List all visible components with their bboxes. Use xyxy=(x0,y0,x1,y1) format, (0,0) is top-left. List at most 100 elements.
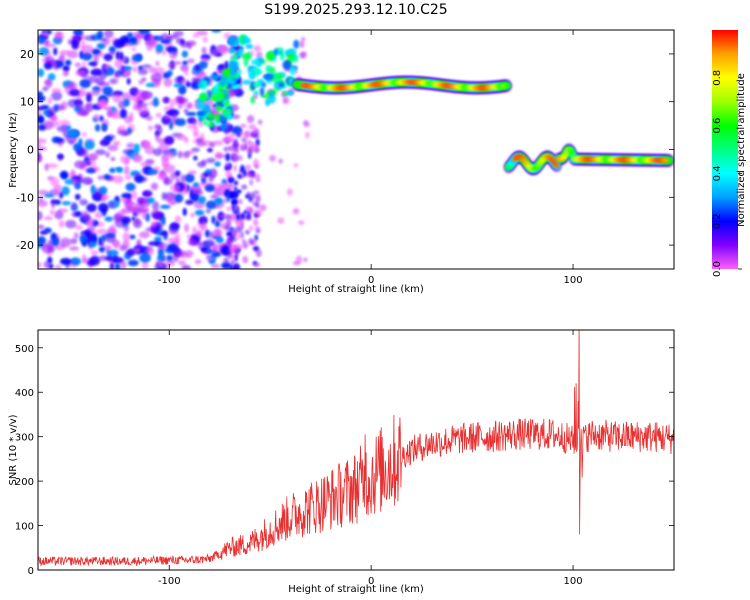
spectrogram-cell xyxy=(214,95,223,102)
spectrogram-cell xyxy=(226,206,232,212)
spectrogram-cell xyxy=(205,254,215,261)
spectrogram-cell xyxy=(51,88,62,94)
spectrogram-cell xyxy=(126,142,135,149)
spectrogram-cell xyxy=(219,116,228,124)
snr-series-line xyxy=(38,330,674,567)
spectrogram-cell xyxy=(103,245,113,250)
spectrogram-cell xyxy=(43,261,50,269)
spectrogram-cell xyxy=(44,193,54,198)
spectrogram-cell xyxy=(48,263,54,269)
spectrogram-cell xyxy=(182,103,193,108)
spectrogram-cell xyxy=(134,174,145,184)
spectrogram-cell xyxy=(223,32,231,39)
spectrogram-cell xyxy=(140,161,151,167)
spectrogram-cell xyxy=(229,132,238,138)
spectrogram-cell xyxy=(144,145,156,155)
spectrogram-cell xyxy=(224,224,232,231)
spectrogram-cell xyxy=(70,257,82,266)
spectrogram-cell xyxy=(110,156,116,162)
spectrogram-cell xyxy=(196,140,207,147)
spectrogram-cell xyxy=(145,227,157,233)
spectrogram-x-label: Height of straight line (km) xyxy=(288,284,424,295)
spectrogram-cell xyxy=(122,239,130,250)
spectrogram-cell xyxy=(119,108,128,119)
spectrogram-cell xyxy=(132,66,138,73)
spectrogram-cell xyxy=(60,237,72,248)
spectrogram-cell xyxy=(163,177,173,185)
spectrogram-cell xyxy=(243,210,247,215)
spectrogram-cell xyxy=(67,39,73,45)
spectrogram-cell xyxy=(209,106,217,115)
spectrogram-cell xyxy=(240,231,244,239)
spectrogram-cell xyxy=(183,67,189,76)
y-tick-label: 20 xyxy=(20,48,34,61)
spectrogram-cell xyxy=(148,66,157,74)
spectrogram-cell xyxy=(131,46,137,52)
spectrogram-cell xyxy=(253,90,259,96)
colorbar-tick-label: 0.4 xyxy=(712,165,723,181)
spectrogram-cell xyxy=(184,173,195,183)
spectrogram-cell xyxy=(178,104,183,110)
spectrogram-cell xyxy=(665,156,674,164)
spectrogram-cell xyxy=(232,265,236,269)
y-tick-label: 10 xyxy=(20,96,34,109)
spectrogram-cell xyxy=(246,115,255,124)
spectrogram-cell xyxy=(121,216,132,224)
spectrogram-cell xyxy=(252,158,260,167)
spectrogram-cell xyxy=(225,218,232,227)
spectrogram-cell xyxy=(233,180,239,186)
spectrogram-cell xyxy=(246,191,251,198)
spectrogram-cell xyxy=(157,242,168,250)
spectrogram-cell xyxy=(200,172,207,181)
spectrogram-cell xyxy=(242,241,249,249)
spectrogram-cell xyxy=(68,82,76,90)
spectrogram-cell xyxy=(163,77,173,88)
spectrogram-cell xyxy=(38,115,45,124)
y-tick-label: -20 xyxy=(16,239,34,252)
spectrogram-cell xyxy=(213,90,222,95)
spectrogram-cell xyxy=(59,170,69,179)
spectrogram-cell xyxy=(248,71,254,80)
spectrogram-cell xyxy=(232,142,240,148)
spectrogram-cell xyxy=(252,81,262,88)
spectrogram-cell xyxy=(87,75,99,84)
spectrogram-cell xyxy=(139,252,151,263)
spectrogram-cell xyxy=(103,174,111,181)
spectrogram-cell xyxy=(253,201,259,207)
spectrogram-cell xyxy=(92,86,101,91)
spectrogram-cell xyxy=(145,34,156,45)
spectrogram-cell xyxy=(290,66,296,76)
spectrogram-cell xyxy=(150,182,159,191)
spectrogram-cell xyxy=(194,259,202,265)
spectrogram-cell xyxy=(88,61,97,66)
spectrogram-cell xyxy=(236,233,241,240)
spectrogram-cell xyxy=(45,56,55,65)
spectrogram-cell xyxy=(112,175,124,184)
colorbar-tick-label: 0.2 xyxy=(712,213,723,229)
spectrogram-cell xyxy=(226,126,233,131)
spectrogram-cell xyxy=(186,124,198,129)
spectrogram-cell xyxy=(253,262,261,268)
spectrogram-cell xyxy=(219,213,230,219)
spectrogram-cell xyxy=(193,132,200,138)
spectrogram-cell xyxy=(214,229,222,238)
spectrogram-cell xyxy=(282,97,288,105)
spectrogram-cell xyxy=(255,194,261,203)
spectrogram-cell xyxy=(155,60,160,67)
spectrogram-cell xyxy=(205,200,218,210)
spectrogram-cell xyxy=(229,254,236,259)
spectrogram-cell xyxy=(255,249,262,258)
spectrogram-cell xyxy=(251,129,259,135)
spectrogram-cell xyxy=(243,57,249,67)
snr-y-label: SNR (10 * v/v) xyxy=(8,414,19,485)
spectrogram-cell xyxy=(94,211,103,219)
spectrogram-cell xyxy=(232,114,241,120)
spectrogram-cell xyxy=(74,70,87,77)
spectrogram-cell xyxy=(205,208,211,214)
spectrogram-cell xyxy=(44,43,56,48)
spectrogram-cell xyxy=(221,261,232,269)
spectrogram-cell xyxy=(177,260,186,266)
spectrogram-cell xyxy=(130,95,136,101)
spectrogram-cell xyxy=(103,53,113,62)
spectrogram-cell xyxy=(227,176,233,184)
